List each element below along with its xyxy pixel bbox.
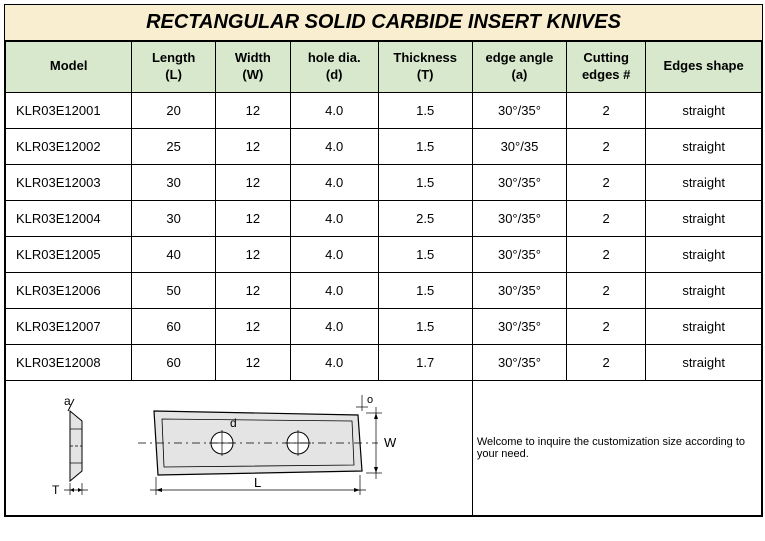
value-cell: 60 — [132, 308, 216, 344]
value-cell: 30 — [132, 200, 216, 236]
model-cell: KLR03E12003 — [6, 164, 132, 200]
title: RECTANGULAR SOLID CARBIDE INSERT KNIVES — [5, 5, 762, 41]
value-cell: 1.5 — [378, 128, 472, 164]
value-cell: 30°/35° — [472, 272, 566, 308]
label-L: L — [254, 475, 261, 490]
value-cell: 1.5 — [378, 92, 472, 128]
value-cell: 25 — [132, 128, 216, 164]
value-cell: 30°/35° — [472, 308, 566, 344]
table-row: KLR03E1200430124.02.530°/35°2straight — [6, 200, 762, 236]
table-row: KLR03E1200225124.01.530°/352straight — [6, 128, 762, 164]
model-cell: KLR03E12004 — [6, 200, 132, 236]
value-cell: straight — [646, 236, 762, 272]
value-cell: 30°/35° — [472, 344, 566, 380]
value-cell: 2 — [567, 308, 646, 344]
value-cell: 12 — [215, 308, 290, 344]
value-cell: straight — [646, 308, 762, 344]
footer-text: Welcome to inquire the customization siz… — [472, 380, 761, 515]
diagram-row: a — [6, 380, 762, 515]
value-cell: 2 — [567, 164, 646, 200]
col-header: Edges shape — [646, 42, 762, 93]
label-T: T — [52, 483, 60, 497]
value-cell: 12 — [215, 344, 290, 380]
value-cell: 40 — [132, 236, 216, 272]
table-container: RECTANGULAR SOLID CARBIDE INSERT KNIVES … — [4, 4, 763, 517]
value-cell: straight — [646, 272, 762, 308]
value-cell: straight — [646, 200, 762, 236]
value-cell: 1.5 — [378, 272, 472, 308]
table-row: KLR03E1200330124.01.530°/35°2straight — [6, 164, 762, 200]
table-row: KLR03E1200860124.01.730°/35°2straight — [6, 344, 762, 380]
value-cell: 50 — [132, 272, 216, 308]
value-cell: straight — [646, 128, 762, 164]
model-cell: KLR03E12007 — [6, 308, 132, 344]
value-cell: 2 — [567, 236, 646, 272]
value-cell: 12 — [215, 164, 290, 200]
side-view: a — [44, 393, 104, 503]
value-cell: 30°/35° — [472, 236, 566, 272]
value-cell: 4.0 — [290, 236, 378, 272]
value-cell: 20 — [132, 92, 216, 128]
value-cell: 4.0 — [290, 272, 378, 308]
model-cell: KLR03E12008 — [6, 344, 132, 380]
diagram-area: a — [10, 389, 468, 507]
value-cell: 30 — [132, 164, 216, 200]
table-row: KLR03E1200540124.01.530°/35°2straight — [6, 236, 762, 272]
model-cell: KLR03E12005 — [6, 236, 132, 272]
model-cell: KLR03E12006 — [6, 272, 132, 308]
value-cell: 4.0 — [290, 344, 378, 380]
col-header: Length(L) — [132, 42, 216, 93]
col-header: Thickness(T) — [378, 42, 472, 93]
value-cell: straight — [646, 344, 762, 380]
model-cell: KLR03E12002 — [6, 128, 132, 164]
value-cell: 60 — [132, 344, 216, 380]
value-cell: 4.0 — [290, 200, 378, 236]
header-row: ModelLength(L)Width(W)hole dia.(d)Thickn… — [6, 42, 762, 93]
col-header: hole dia.(d) — [290, 42, 378, 93]
table-row: KLR03E1200760124.01.530°/35°2straight — [6, 308, 762, 344]
label-a: a — [64, 394, 71, 408]
spec-table: ModelLength(L)Width(W)hole dia.(d)Thickn… — [5, 41, 762, 516]
value-cell: 4.0 — [290, 308, 378, 344]
value-cell: 30°/35° — [472, 164, 566, 200]
value-cell: 1.5 — [378, 236, 472, 272]
value-cell: 1.5 — [378, 164, 472, 200]
value-cell: 12 — [215, 128, 290, 164]
value-cell: 30°/35° — [472, 200, 566, 236]
value-cell: 2.5 — [378, 200, 472, 236]
value-cell: 2 — [567, 200, 646, 236]
value-cell: 30°/35° — [472, 92, 566, 128]
value-cell: 2 — [567, 128, 646, 164]
col-header: Cuttingedges # — [567, 42, 646, 93]
col-header: edge angle(a) — [472, 42, 566, 93]
table-row: KLR03E1200120124.01.530°/35°2straight — [6, 92, 762, 128]
label-W: W — [384, 435, 397, 450]
diagram-cell: a — [6, 380, 473, 515]
label-o: o — [367, 394, 373, 406]
value-cell: 2 — [567, 92, 646, 128]
value-cell: straight — [646, 92, 762, 128]
top-view: o — [134, 393, 434, 503]
value-cell: 12 — [215, 272, 290, 308]
label-d: d — [230, 416, 237, 430]
value-cell: 4.0 — [290, 92, 378, 128]
value-cell: 2 — [567, 272, 646, 308]
value-cell: 2 — [567, 344, 646, 380]
value-cell: 12 — [215, 92, 290, 128]
value-cell: 12 — [215, 200, 290, 236]
table-row: KLR03E1200650124.01.530°/35°2straight — [6, 272, 762, 308]
value-cell: 1.7 — [378, 344, 472, 380]
col-header: Model — [6, 42, 132, 93]
value-cell: 1.5 — [378, 308, 472, 344]
model-cell: KLR03E12001 — [6, 92, 132, 128]
value-cell: 12 — [215, 236, 290, 272]
value-cell: 4.0 — [290, 128, 378, 164]
col-header: Width(W) — [215, 42, 290, 93]
value-cell: 4.0 — [290, 164, 378, 200]
value-cell: 30°/35 — [472, 128, 566, 164]
value-cell: straight — [646, 164, 762, 200]
